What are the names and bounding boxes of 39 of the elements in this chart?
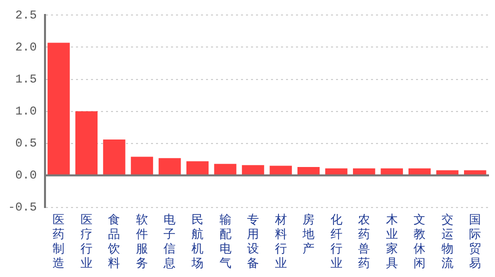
bar [380,168,403,175]
bar [186,161,209,175]
x-tick-label: 交运物流 [441,212,454,270]
x-tick-label: 专用设备 [247,212,260,270]
x-tick-label: 食品饮料 [107,212,120,270]
x-tick-label: 材料行业 [274,212,287,270]
y-tick-label: 2.5 [15,8,37,22]
bar [75,111,98,175]
x-tick-label: 软件服务 [136,212,148,270]
bar [464,170,486,175]
bar [48,42,70,175]
x-tick-label: 木业家具 [386,212,398,270]
x-tick-label: 化纤行业 [330,212,342,270]
x-tick-label: 民航机场 [190,212,204,270]
x-tick-label: 房地产 [302,212,315,256]
x-tick-label: 医疗行业 [80,212,92,270]
bar [103,139,126,175]
bar [158,158,181,175]
y-tick-label: -0.5 [8,200,37,215]
y-tick-label: 0.5 [15,136,37,151]
x-tick-label: 农药兽药 [358,212,370,270]
x-tick-label: 国际贸易 [469,212,482,270]
bar [436,170,458,175]
x-tick-label: 医药制造 [52,212,65,270]
bar [408,168,431,175]
y-tick-label: 1.5 [15,72,37,86]
y-tick-label: 2.0 [15,40,37,54]
bar [325,168,348,175]
y-tick-label: 0.0 [15,168,37,183]
x-tick-label: 电子信息 [162,212,176,270]
y-tick-label: 1.0 [15,104,37,118]
bar [270,166,292,175]
x-tick-label: 文教休闲 [414,212,426,270]
bar [352,168,376,175]
bar [130,156,154,175]
bar [297,167,320,175]
x-tick-label: 输配电气 [219,212,232,270]
bar [214,164,236,175]
bar [242,165,264,175]
